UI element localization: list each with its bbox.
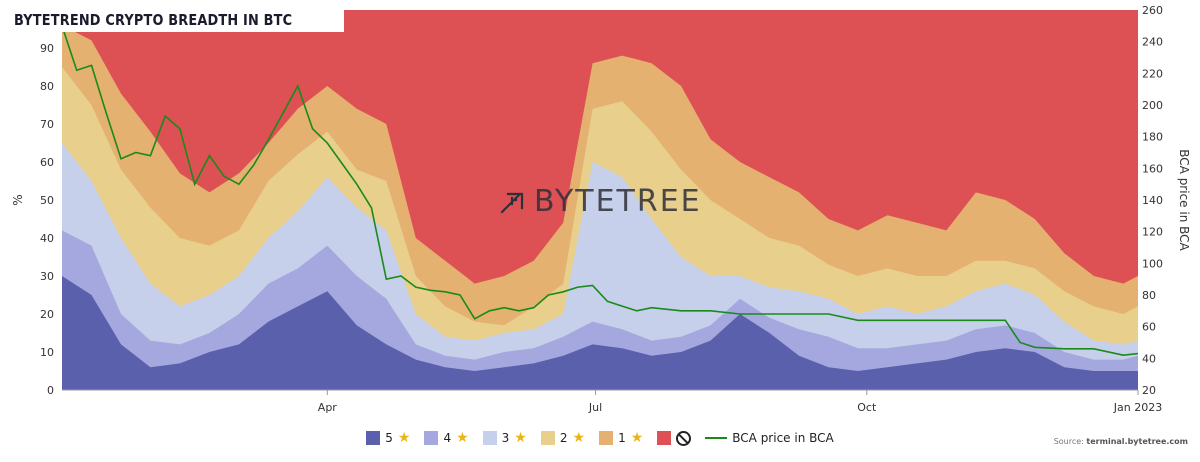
watermark: BYTETREE: [500, 184, 702, 219]
stacked-areas: [62, 10, 1138, 390]
y2-tick-label: 80: [1142, 289, 1156, 302]
legend-item-2-star[interactable]: 2 ★: [540, 430, 586, 446]
legend-swatch-1-star: [599, 431, 614, 445]
y-axis-label: %: [11, 194, 25, 205]
legend-label-4-star: 4: [443, 431, 452, 445]
y-tick-label: 0: [47, 384, 54, 397]
y2-tick-label: 220: [1142, 67, 1163, 80]
y2-tick-label: 40: [1142, 352, 1156, 365]
y2-tick-label: 180: [1142, 131, 1163, 144]
y2-tick-label: 260: [1142, 4, 1163, 17]
star-icon: ★: [630, 430, 644, 446]
bytetree-logo-icon: [500, 191, 524, 214]
watermark-text: BYTETREE: [534, 184, 702, 219]
y2-tick-label: 140: [1142, 194, 1163, 207]
legend-item-3-star[interactable]: 3 ★: [482, 430, 527, 446]
y2-tick-label: 100: [1142, 257, 1163, 270]
y-tick-label: 60: [40, 156, 54, 169]
y2-axis-label: BCA price in BCA: [1177, 149, 1191, 251]
legend-label-3-star: 3: [501, 431, 510, 445]
star-icon: ★: [397, 430, 411, 446]
legend-item-5-star[interactable]: 5 ★: [366, 431, 410, 445]
y-tick-label: 50: [40, 194, 54, 207]
y2-tick-label: 60: [1142, 321, 1156, 334]
legend-swatch-3-star: [482, 431, 497, 445]
legend-swatch-5-star: [366, 431, 381, 445]
chart-title: BYTETREND CRYPTO BREADTH IN BTC: [14, 11, 293, 29]
x-tick-label: Oct: [857, 401, 877, 414]
legend-item-1-star[interactable]: 1 ★: [599, 431, 643, 445]
x-tick-label: Jul: [588, 401, 602, 414]
y2-tick-label: 240: [1142, 36, 1163, 49]
legend-label-2-star: 2: [559, 431, 568, 445]
source-label: Source:: [1053, 437, 1084, 446]
y-tick-label: 10: [40, 346, 54, 359]
star-icon: ★: [572, 430, 586, 446]
y2-tick-label: 160: [1142, 162, 1163, 175]
price-line: [61, 25, 1139, 357]
price-line-group: [61, 25, 1139, 357]
legend: 5 ★ 4 ★ 3 ★ 2 ★ 1 ★ BCA price in BCA: [0, 428, 1200, 448]
source-note: Source: terminal.bytetree.com: [1054, 437, 1188, 446]
star-icon: ★: [514, 430, 527, 446]
y-tick-label: 90: [40, 42, 54, 55]
axes: 0 10 20 30 40 50 60 70 80 90 20 40 60 80 100 120 140 160 1…: [11, 4, 1191, 414]
y2-tick-label: 200: [1142, 99, 1163, 112]
y2-tick-label: 20: [1142, 384, 1156, 397]
legend-line-price: [705, 437, 728, 439]
source-link[interactable]: terminal.bytetree.com: [1086, 437, 1188, 446]
no-entry-icon: [676, 430, 692, 446]
y-tick-label: 20: [40, 308, 54, 321]
legend-label-5-star: 5: [385, 431, 393, 445]
chart-title-box: BYTETREND CRYPTO BREADTH IN BTC: [8, 8, 344, 32]
y-tick-label: 80: [40, 80, 54, 93]
area-five-star: [62, 276, 1138, 390]
legend-label-price: BCA price in BCA: [732, 431, 834, 445]
legend-item-4-star[interactable]: 4 ★: [424, 430, 469, 446]
y-tick-label: 40: [40, 232, 54, 245]
legend-swatch-2-star: [540, 431, 555, 445]
y-tick-label: 30: [40, 270, 54, 283]
y-tick-label: 70: [40, 118, 54, 131]
y2-tick-label: 120: [1142, 226, 1163, 239]
x-tick-label: Apr: [318, 401, 338, 414]
legend-swatch-no-star: [657, 431, 672, 445]
star-icon: ★: [456, 430, 469, 446]
legend-label-1-star: 1: [618, 431, 626, 445]
legend-swatch-4-star: [424, 431, 439, 445]
x-tick-label: Jan 2023: [1113, 401, 1162, 414]
legend-item-price[interactable]: BCA price in BCA: [705, 431, 834, 445]
legend-item-no-star[interactable]: [657, 430, 692, 446]
